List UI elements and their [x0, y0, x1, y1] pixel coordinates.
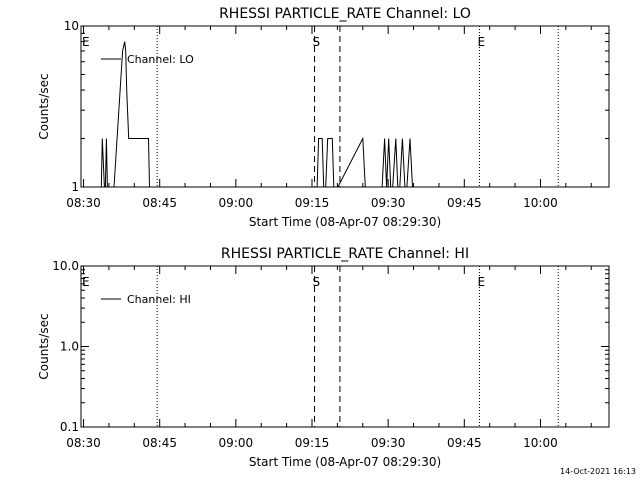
event-marker-label: S	[313, 275, 321, 289]
x-tick-label: 08:45	[142, 196, 177, 210]
chart-title: RHESSI PARTICLE_RATE Channel: HI	[221, 246, 469, 262]
plot-frame	[80, 265, 610, 428]
legend-label: Channel: HI	[127, 293, 191, 306]
x-tick-label: 09:00	[219, 196, 254, 210]
x-tick-label: 08:30	[66, 196, 101, 210]
x-tick-label: 09:45	[447, 196, 482, 210]
event-marker-label: S	[313, 35, 321, 49]
x-tick-label: 08:45	[142, 436, 177, 450]
event-marker-label: E	[478, 275, 486, 289]
x-tick-label: 08:30	[66, 436, 101, 450]
x-tick-label: 10:00	[523, 196, 558, 210]
x-tick-label: 10:00	[523, 436, 558, 450]
x-axis-label: Start Time (08-Apr-07 08:29:30)	[249, 455, 441, 469]
x-tick-label: 09:30	[371, 436, 406, 450]
event-marker-label: E	[478, 35, 486, 49]
y-tick-label: 10.0	[52, 259, 79, 273]
x-tick-label: 09:45	[447, 436, 482, 450]
event-marker-label: E	[82, 275, 90, 289]
x-tick-label: 09:15	[295, 196, 330, 210]
y-tick-label: 0.1	[60, 420, 79, 434]
x-tick-label: 09:15	[295, 436, 330, 450]
y-tick-label: 10	[64, 19, 79, 33]
plot-frame	[80, 25, 610, 188]
footer-timestamp: 14-Oct-2021 16:13	[560, 467, 636, 476]
x-tick-label: 09:00	[219, 436, 254, 450]
chart-title: RHESSI PARTICLE_RATE Channel: LO	[219, 6, 471, 22]
y-tick-label: 1	[71, 180, 79, 194]
event-marker-label: E	[82, 35, 90, 49]
y-axis-label: Counts/sec	[37, 313, 51, 379]
lo-channel-panel: RHESSI PARTICLE_RATE Channel: LO Start Ti…	[37, 6, 610, 229]
x-axis-label: Start Time (08-Apr-07 08:29:30)	[249, 215, 441, 229]
y-axis-label: Counts/sec	[37, 73, 51, 139]
hi-channel-panel: RHESSI PARTICLE_RATE Channel: HI Start Ti…	[37, 246, 610, 469]
series-line	[100, 41, 416, 188]
y-tick-label: 1.0	[60, 340, 79, 354]
legend-label: Channel: LO	[127, 53, 194, 66]
x-tick-label: 09:30	[371, 196, 406, 210]
